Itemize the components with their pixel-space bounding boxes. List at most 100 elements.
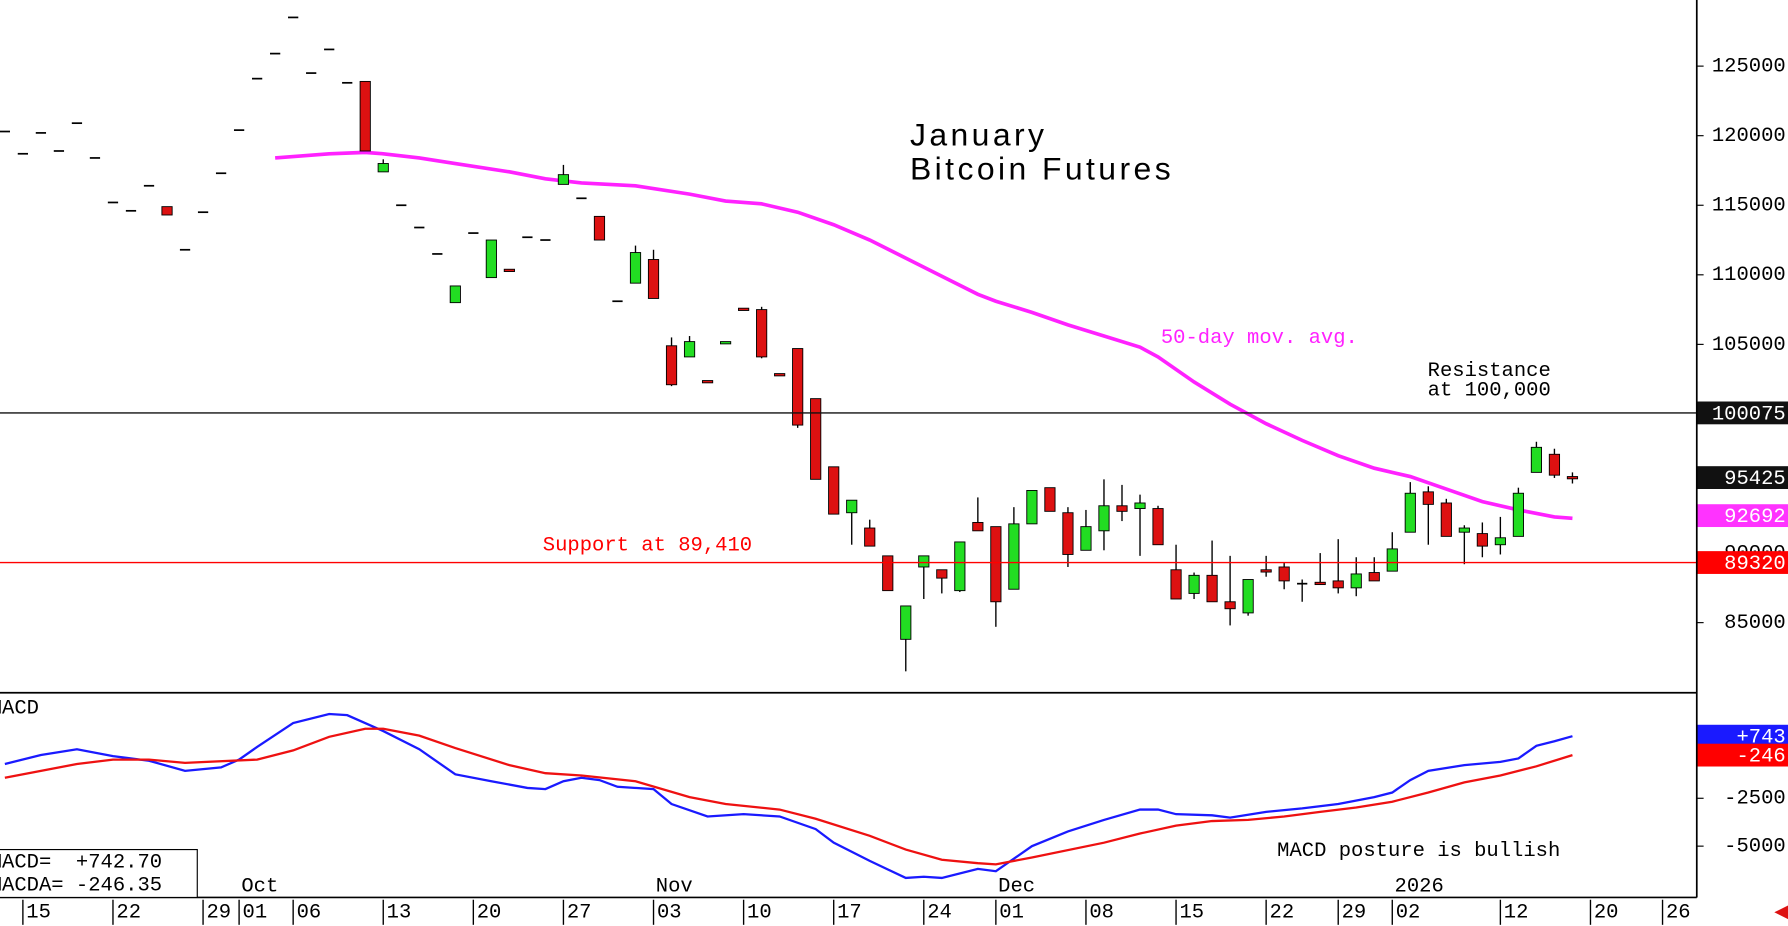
- candle-body: [377, 163, 389, 173]
- candle-body: [918, 555, 930, 568]
- x-tick-label: 29: [206, 902, 231, 925]
- candle-body: [1008, 523, 1020, 590]
- candle-body: [1512, 492, 1524, 537]
- readout: MACDA= -246.35: [0, 874, 162, 897]
- candle-body: [1026, 490, 1038, 525]
- x-tick-label: 10: [747, 902, 772, 925]
- price-marker: [1696, 504, 1788, 528]
- candle-body: [990, 526, 1002, 603]
- candle-body: [756, 309, 768, 358]
- candle-body: [665, 345, 678, 386]
- candle-body: [1494, 537, 1506, 546]
- candle-body: [900, 605, 912, 640]
- scroll-arrow: [1774, 905, 1788, 920]
- y-tick-label: -2500: [1724, 788, 1786, 811]
- candle-body: [1062, 512, 1074, 555]
- price-marker: [1696, 466, 1788, 489]
- price-marker-label: -246: [1736, 746, 1785, 769]
- readout-box: [0, 848, 198, 899]
- candle-body: [720, 341, 732, 345]
- candle-body: [828, 466, 840, 515]
- x-tick-label: 12: [1504, 902, 1529, 925]
- candle-body: [1476, 533, 1488, 547]
- x-tick-label: 08: [1089, 902, 1114, 925]
- readout: MACD= +742.70: [0, 852, 162, 875]
- plot-layer: 8500090000950001000001050001100001150001…: [0, 16, 1788, 925]
- candle-body: [1440, 502, 1452, 537]
- x-tick-label: 03: [657, 902, 682, 925]
- x-tick-label: 22: [1270, 902, 1295, 925]
- candle-body: [647, 259, 660, 299]
- month-label: Dec: [998, 875, 1035, 898]
- candle-body: [1458, 527, 1470, 533]
- month-label: Oct: [241, 875, 278, 898]
- annotation: at 100,000: [1428, 379, 1551, 402]
- price-marker-label: 95425: [1724, 468, 1786, 491]
- month-label: Nov: [656, 875, 693, 898]
- candle-body: [1548, 453, 1561, 476]
- candle-body: [954, 541, 966, 592]
- chart-title: January: [910, 116, 1047, 152]
- x-tick-label: 06: [297, 902, 322, 925]
- candle-body: [1206, 574, 1218, 603]
- candle-body: [683, 341, 696, 358]
- candle-body: [1404, 492, 1416, 533]
- price-marker: [1696, 401, 1788, 425]
- candle-body: [1098, 505, 1110, 532]
- candle-body: [503, 268, 515, 272]
- x-tick-label: 17: [837, 902, 862, 925]
- macd-line: [4, 712, 1573, 880]
- month-label: 2026: [1395, 875, 1444, 898]
- x-tick-label: 01: [243, 902, 268, 925]
- candle-body: [1350, 573, 1362, 589]
- candle-body: [738, 307, 750, 311]
- chart-title: Bitcoin Futures: [910, 151, 1174, 187]
- candle-body: [774, 373, 786, 377]
- annotation: MACD posture is bullish: [1277, 840, 1560, 863]
- candle-body: [161, 206, 173, 216]
- candle-body: [1386, 548, 1398, 572]
- x-tick-label: 24: [927, 902, 952, 925]
- candle-body: [1368, 572, 1380, 582]
- y-tick-label: 105000: [1712, 334, 1786, 357]
- candle-body: [1566, 476, 1579, 480]
- x-tick-label: 27: [567, 902, 592, 925]
- candle-body: [359, 80, 371, 152]
- x-tick-label: 20: [1594, 902, 1619, 925]
- annotation: Support at 89,410: [543, 535, 752, 558]
- price-marker-label: 89320: [1724, 553, 1786, 576]
- candle-body: [846, 499, 858, 514]
- candle-body: [1242, 579, 1254, 614]
- candle-body: [701, 380, 714, 384]
- candle-body: [629, 252, 642, 284]
- x-tick-label: 02: [1396, 902, 1421, 925]
- candle-body: [792, 348, 804, 426]
- candle-body: [810, 398, 822, 480]
- x-tick-label: 01: [999, 902, 1024, 925]
- candle-body: [485, 239, 497, 279]
- y-tick-label: 115000: [1712, 195, 1786, 218]
- candle-body: [1188, 574, 1200, 594]
- x-tick-label: 15: [1179, 902, 1204, 925]
- x-tick-label: 22: [116, 902, 141, 925]
- x-tick-label: 15: [26, 902, 51, 925]
- price-marker: [1696, 743, 1788, 767]
- x-tick-label: 26: [1666, 902, 1691, 925]
- candle-body: [972, 522, 984, 532]
- candle-body: [1134, 502, 1146, 510]
- x-tick-label: 13: [387, 902, 412, 925]
- candle-body: [557, 174, 570, 185]
- panel-title: MACD: [0, 698, 39, 721]
- y-tick-label: 85000: [1724, 612, 1786, 635]
- candle-body: [1260, 569, 1272, 573]
- candle-body: [1530, 446, 1543, 473]
- x-tick-label: 20: [477, 902, 502, 925]
- y-tick-label: 120000: [1712, 125, 1786, 148]
- moving-average: [274, 150, 1573, 521]
- candle-body: [1224, 601, 1236, 610]
- y-tick-label: 125000: [1712, 56, 1786, 79]
- y-tick-label: -5000: [1724, 836, 1786, 859]
- candle-body: [882, 555, 894, 592]
